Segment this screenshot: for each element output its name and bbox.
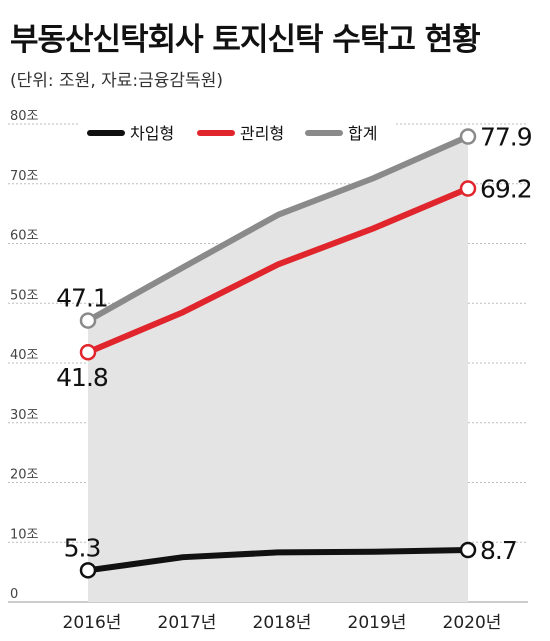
x-tick-label: 2017년 [158, 613, 217, 633]
y-tick-label: 50조 [10, 288, 39, 303]
end-markers [79, 128, 477, 579]
data-label: 5.3 [64, 533, 101, 562]
x-tick-label: 2020년 [443, 613, 502, 633]
data-point-marker [79, 312, 97, 329]
y-tick-label: 20조 [10, 468, 39, 483]
y-tick-label: 60조 [10, 229, 39, 244]
y-tick-label: 70조 [10, 169, 39, 184]
data-label: 47.1 [56, 284, 108, 313]
chart-subtitle: (단위: 조원, 자료:금융감독원) [10, 71, 223, 91]
data-point-marker [459, 128, 477, 145]
y-tick-label: 80조 [10, 109, 39, 124]
data-label: 8.7 [480, 536, 517, 565]
y-tick-label: 30조 [10, 408, 39, 423]
data-point-marker [79, 343, 97, 361]
data-point-marker [79, 562, 97, 579]
legend-label: 합계 [348, 124, 377, 143]
legend-label: 차입형 [130, 124, 174, 143]
total-area-fill [88, 136, 468, 603]
data-label: 77.9 [480, 123, 532, 152]
data-point-marker [459, 541, 477, 559]
x-tick-label: 2019년 [348, 613, 407, 633]
chart-title: 부동산신탁회사 토지신탁 수탁고 현황 [10, 22, 481, 58]
series-line-1 [85, 547, 471, 574]
y-tick-label: 40조 [10, 348, 39, 363]
legend-label: 관리형 [240, 124, 284, 143]
data-point-marker [459, 180, 477, 197]
series-line-3 [85, 133, 471, 324]
y-axis-labels: 0 10조 20조 30조 40조 50조 60조 70조 80조 [10, 109, 39, 602]
x-tick-label: 2018년 [253, 613, 312, 633]
y-tick-label: 0 [10, 587, 18, 602]
data-label: 41.8 [56, 363, 108, 392]
legend: 차입형 관리형 합계 [78, 118, 396, 148]
x-axis-labels: 2016년 2017년 2018년 2019년 2020년 [63, 613, 502, 633]
data-label: 69.2 [480, 175, 532, 204]
y-tick-label: 10조 [10, 527, 39, 542]
x-tick-label: 2016년 [63, 613, 122, 633]
data-labels: 47.1 77.9 41.8 69.2 5.3 8.7 [56, 123, 533, 565]
series-line-2 [85, 185, 471, 356]
series-lines [85, 133, 471, 574]
